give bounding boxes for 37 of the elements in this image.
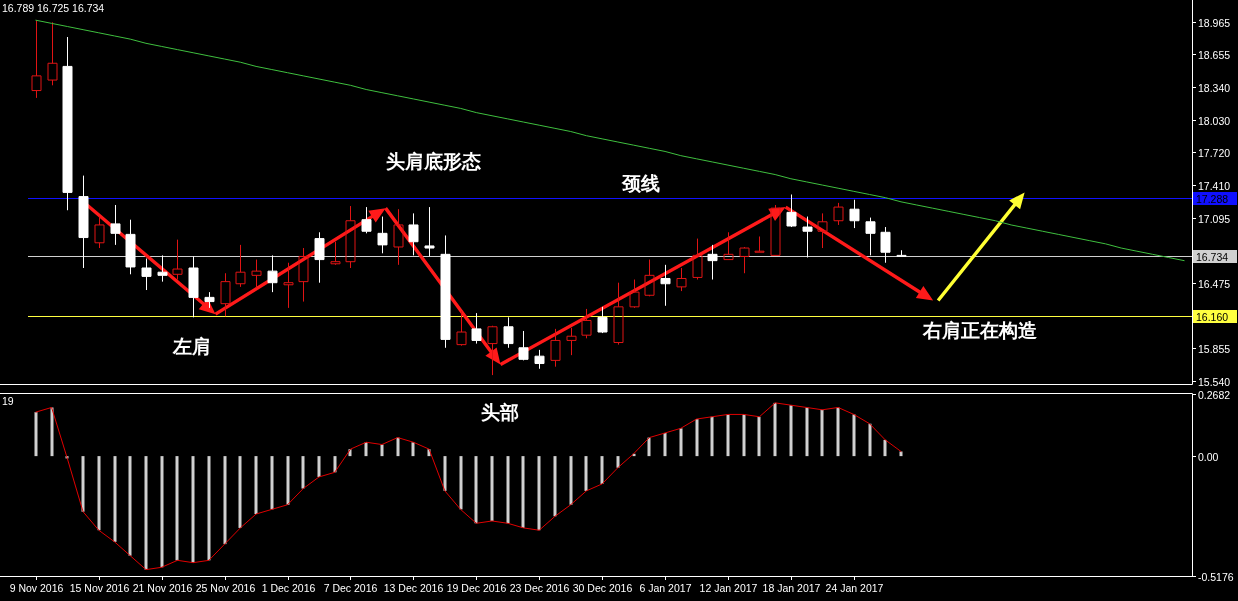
- text: 19: [2, 395, 14, 407]
- annotation: 左肩: [171, 334, 211, 357]
- x-tick-label: 9 Nov 2016: [9, 582, 64, 594]
- y-tick-label: 18.655: [1198, 48, 1231, 61]
- annotation: 颈线: [621, 171, 661, 194]
- y-tick-label: 18.965: [1198, 16, 1231, 29]
- x-tick-label: 7 Dec 2016: [323, 582, 378, 594]
- y-tick-label: 0.2682: [1198, 388, 1231, 401]
- x-tick-label: 12 Jan 2017: [699, 582, 758, 594]
- y-tick-label: 17.410: [1198, 179, 1231, 192]
- x-tick-label: 13 Dec 2016: [383, 582, 444, 594]
- annotation: 16.789 16.725 16.734: [2, 2, 105, 14]
- x-tick-label: 19 Dec 2016: [446, 582, 507, 594]
- annotation: 头部: [480, 401, 519, 424]
- x-tick-label: 21 Nov 2016: [132, 582, 193, 594]
- ref-line-label: 17.288: [1196, 192, 1229, 205]
- y-tick-label: 17.095: [1198, 212, 1231, 225]
- x-tick-label: 18 Jan 2017: [762, 582, 821, 594]
- ref-line-label: 16.160: [1196, 310, 1229, 323]
- x-tick-label: 1 Dec 2016: [261, 582, 316, 594]
- y-tick-label: 18.340: [1198, 81, 1231, 94]
- y-tick-label: 0.00: [1198, 450, 1219, 463]
- y-tick-label: -0.5176: [1198, 570, 1234, 583]
- y-tick-label: 15.540: [1198, 375, 1231, 388]
- x-tick-label: 30 Dec 2016: [572, 582, 633, 594]
- x-tick-label: 23 Dec 2016: [509, 582, 570, 594]
- y-tick-label: 16.475: [1198, 277, 1231, 290]
- x-tick-label: 24 Jan 2017: [825, 582, 884, 594]
- ref-line-label: 16.734: [1196, 250, 1229, 263]
- annotation: 右肩正在构造: [921, 318, 1038, 341]
- x-tick-label: 25 Nov 2016: [195, 582, 256, 594]
- annotation: 头肩底形态: [386, 149, 482, 172]
- y-tick-label: 18.030: [1198, 114, 1231, 127]
- y-tick-label: 15.855: [1198, 342, 1231, 355]
- x-tick-label: 15 Nov 2016: [69, 582, 130, 594]
- y-tick-label: 17.720: [1198, 146, 1231, 159]
- x-tick-label: 6 Jan 2017: [639, 582, 692, 594]
